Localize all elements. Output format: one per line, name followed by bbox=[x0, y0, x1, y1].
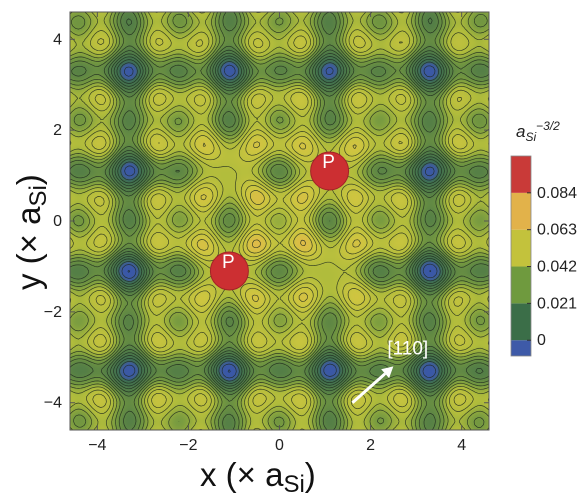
y-tick-label: −4 bbox=[44, 395, 62, 412]
arrow-shaft bbox=[351, 372, 387, 404]
contour-line bbox=[113, 55, 446, 387]
colorbar-ticks: 0 0.021 0.042 0.063 0.084 bbox=[527, 185, 577, 349]
colorbar-band bbox=[511, 303, 531, 341]
contour-line bbox=[70, 12, 489, 430]
y-tick-label: 4 bbox=[53, 31, 62, 48]
colorbar-tick-label: 0.063 bbox=[537, 222, 577, 239]
contour-line bbox=[110, 52, 449, 390]
contour-heatmap bbox=[70, 12, 489, 430]
contour-line bbox=[127, 270, 432, 373]
arrow-head bbox=[381, 366, 394, 379]
colorbar-bands bbox=[510, 155, 532, 357]
contour-line bbox=[121, 64, 438, 379]
colorbar-tick-label: 0.021 bbox=[537, 295, 577, 312]
colorbar-tick-label: 0 bbox=[537, 332, 546, 349]
contour-line bbox=[118, 61, 441, 382]
contour-line bbox=[70, 12, 489, 430]
x-tick-label: −2 bbox=[179, 437, 197, 454]
x-tick-label: 2 bbox=[366, 437, 375, 454]
contour-line bbox=[91, 35, 468, 410]
contour-line bbox=[115, 58, 444, 385]
colorbar-tick-label: 0.042 bbox=[537, 259, 577, 276]
dopant-marker bbox=[310, 151, 350, 191]
colorbar-title: aSi−3/2 bbox=[516, 119, 560, 144]
y-axis-label: y (× aSi) bbox=[10, 174, 52, 290]
x-axis-label: x (× aSi) bbox=[200, 456, 316, 497]
colorbar-band bbox=[511, 266, 531, 304]
colorbar-band bbox=[511, 156, 531, 193]
colorbar-frame bbox=[510, 155, 532, 357]
x-tick-label: −4 bbox=[88, 437, 106, 454]
contour-line bbox=[196, 141, 361, 302]
y-ticks: −4 −2 0 2 4 bbox=[44, 31, 489, 412]
contour-lines bbox=[70, 12, 489, 430]
y-tick-label: 2 bbox=[53, 122, 62, 139]
x-tick-label: 0 bbox=[275, 437, 284, 454]
contour-line bbox=[106, 17, 484, 393]
dopant-markers: PP bbox=[209, 151, 350, 291]
direction-arrow: [110] bbox=[351, 338, 428, 404]
colorbar-band bbox=[511, 229, 531, 267]
colorbar-band bbox=[511, 340, 531, 356]
contour-line bbox=[70, 12, 489, 430]
x-tick-label: 4 bbox=[457, 437, 466, 454]
contour-line bbox=[251, 239, 307, 249]
colorbar-band bbox=[511, 192, 531, 230]
colorbar: aSi−3/2 0 0.021 0.042 0.063 0.084 bbox=[510, 119, 577, 357]
y-tick-label: 0 bbox=[53, 213, 62, 230]
y-tick-label: −2 bbox=[44, 304, 62, 321]
colorbar-tick-label: 0.084 bbox=[537, 185, 577, 202]
contour-line bbox=[70, 12, 489, 430]
dopant-label: P bbox=[322, 152, 335, 173]
dopant-label: P bbox=[222, 252, 235, 273]
arrow-label: [110] bbox=[387, 338, 428, 359]
x-ticks: −4 −2 0 2 4 bbox=[88, 12, 466, 454]
dopant-marker bbox=[209, 251, 249, 291]
contour-line bbox=[158, 134, 403, 309]
